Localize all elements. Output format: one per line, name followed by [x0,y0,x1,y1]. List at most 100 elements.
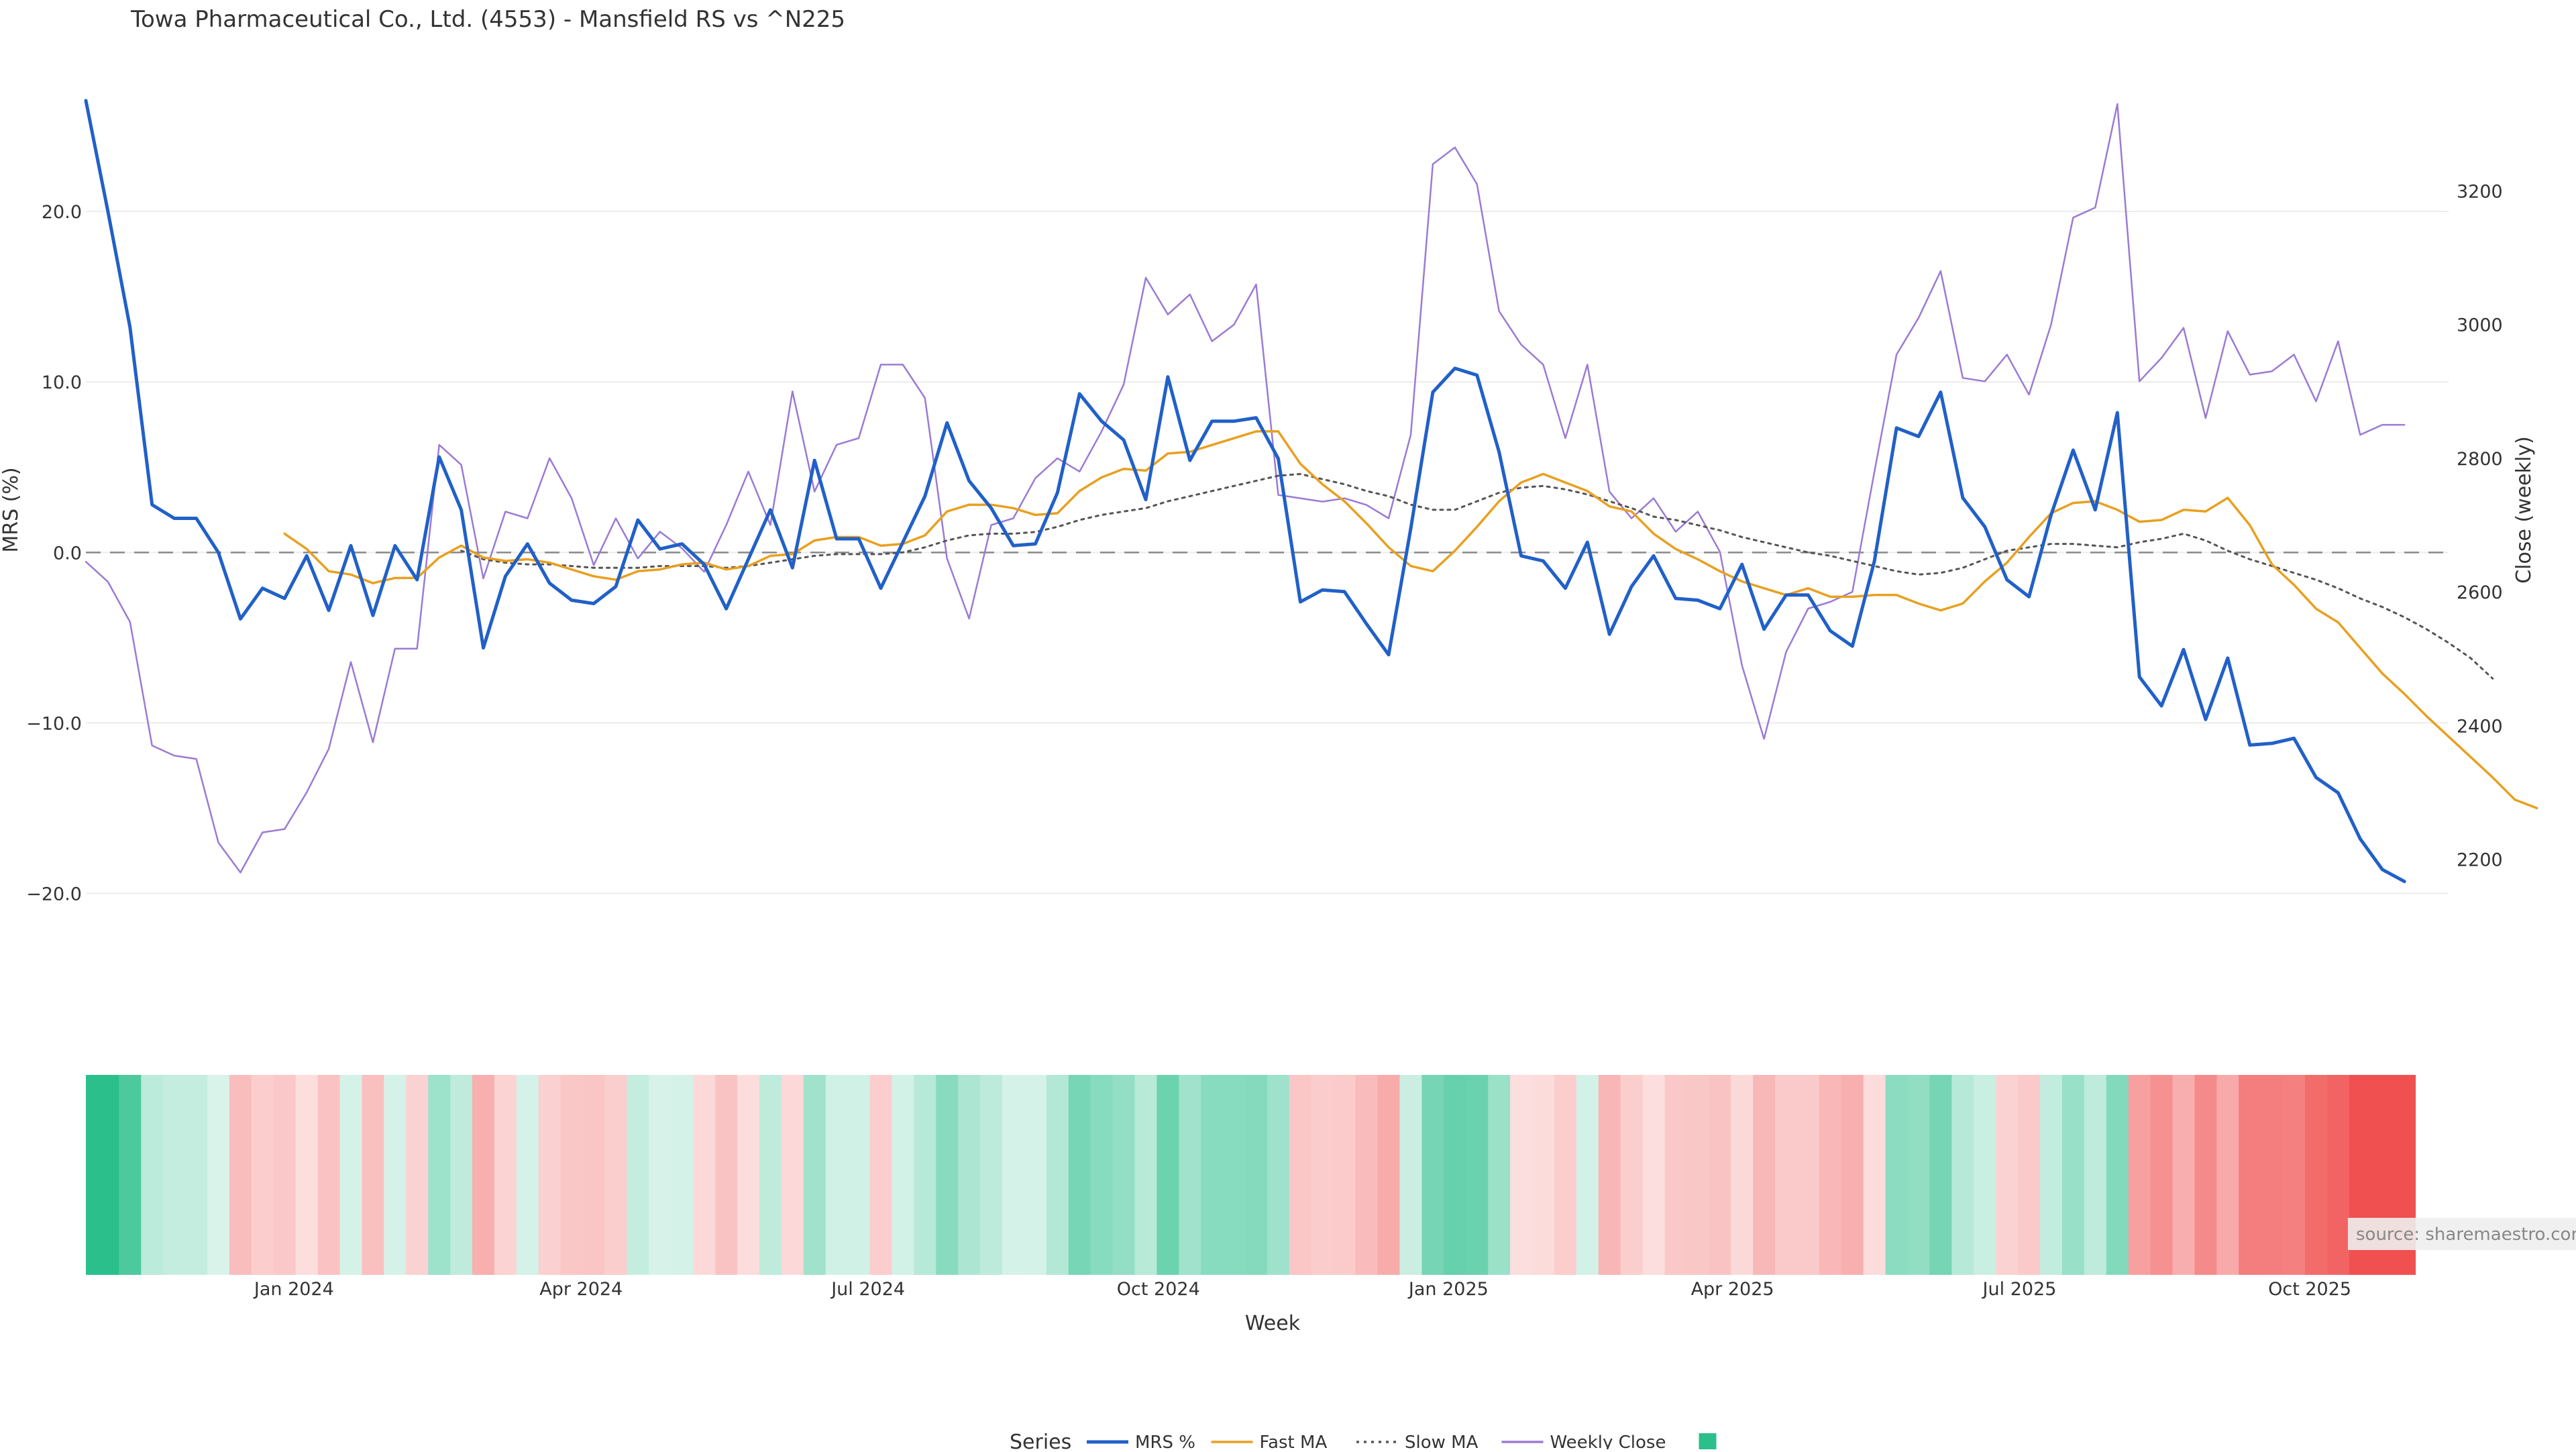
heatmap-cell [1090,1075,1114,1275]
heatmap-cell [847,1075,871,1275]
heatmap-cell [1532,1075,1555,1275]
heatmap-cell [1576,1075,1599,1275]
heatmap-cell [1951,1075,1974,1275]
heatmap-cell [869,1075,892,1275]
heatmap-cell [936,1075,959,1275]
heatmap-cell [2172,1075,2195,1275]
heatmap-cell [1642,1075,1665,1275]
heatmap-cell [362,1075,384,1275]
heatmap-cell [1775,1075,1798,1275]
heatmap-cell [2239,1075,2261,1275]
heatmap-cell [1046,1075,1069,1275]
heatmap-cell [1907,1075,1930,1275]
heatmap-cell [2084,1075,2107,1275]
heatmap-cell [582,1075,606,1275]
y-right-tick-label: 2800 [2457,449,2503,470]
heatmap-cell [119,1075,142,1275]
heatmap-cell [781,1075,804,1275]
series-line-slow-ma [460,472,2494,680]
heatmap-cell [1179,1075,1201,1275]
source-label: source: sharemaestro.com [2356,1225,2576,1245]
heatmap-cell [185,1075,208,1275]
heatmap-cell [1709,1075,1731,1275]
heatmap-cell [1466,1075,1489,1275]
heatmap-cell [1289,1075,1312,1275]
y-right-tick-label: 2200 [2457,849,2503,870]
legend-label: Weekly Close [1550,1433,1666,1449]
heatmap-cell [1421,1075,1444,1275]
legend-heatmap-swatch[interactable] [1699,1433,1717,1451]
heatmap-cell [1488,1075,1511,1275]
heatmap-cell [273,1075,297,1275]
y-left-tick-label: 10.0 [42,372,82,393]
x-tick-label: Oct 2024 [1117,1279,1200,1300]
heatmap-cell [1267,1075,1290,1275]
series-line-fast-ma [283,430,2538,810]
heatmap-cell [207,1075,230,1275]
heatmap-cell [825,1075,849,1275]
heatmap-cell [1885,1075,1909,1275]
heatmap-cell [472,1075,495,1275]
heatmap-cell [1598,1075,1621,1275]
heatmap-cell [2326,1075,2350,1275]
heatmap-cell [2216,1075,2239,1275]
heatmap-cell [1157,1075,1179,1275]
heatmap-cell [2194,1075,2217,1275]
heatmap-cell [759,1075,782,1275]
heatmap-cell [339,1075,362,1275]
heatmap-cell [560,1075,584,1275]
heatmap-cell [1863,1075,1886,1275]
y-right-tick-label: 2400 [2457,716,2503,737]
heatmap-cell [1974,1075,1996,1275]
heatmap-cell [1996,1075,2019,1275]
y-left-tick-label: 0.0 [53,543,82,564]
heatmap-cell [715,1075,738,1275]
heatmap-cell [1444,1075,1466,1275]
heatmap-cell [627,1075,649,1275]
legend-item[interactable]: Fast MA [1211,1433,1328,1452]
legend-item[interactable]: MRS % [1087,1433,1195,1452]
chart-title: Towa Pharmaceutical Co., Ltd. (4553) - M… [130,6,845,33]
heatmap-cell [516,1075,539,1275]
heatmap-cell [2150,1075,2174,1275]
x-tick-label: Jan 2024 [253,1279,334,1300]
heatmap-cell [1510,1075,1533,1275]
series-line-weekly-close [85,103,2406,874]
legend-item[interactable]: Slow MA [1356,1433,1479,1452]
y-right-tick-label: 3200 [2457,181,2503,202]
heatmap-cell [251,1075,274,1275]
heatmap-cell [693,1075,716,1275]
legend-title: Series [1010,1431,1071,1449]
heatmap-cell [295,1075,319,1275]
y-right-tick-label: 2600 [2457,582,2503,603]
heatmap-cell [2261,1075,2284,1275]
heatmap-cell [1686,1075,1709,1275]
y-right-axis-label: Close (weekly) [2512,436,2536,584]
heatmap-cell [317,1075,341,1275]
heatmap-cell [163,1075,186,1275]
legend-label: Fast MA [1260,1433,1328,1449]
heatmap-cell [494,1075,517,1275]
y-right-tick-label: 3000 [2457,315,2503,336]
heatmap-cell [914,1075,936,1275]
heatmap-cell [671,1075,694,1275]
heatmap-cell [406,1075,429,1275]
heatmap-cell [1377,1075,1400,1275]
heatmap-cell [803,1075,826,1275]
legend-item[interactable]: Weekly Close [1501,1433,1666,1452]
x-tick-label: Jul 2025 [1982,1279,2057,1300]
heatmap-cell [1841,1075,1864,1275]
heatmap-cell [428,1075,451,1275]
heatmap-cell [1399,1075,1422,1275]
heatmap-cell [1201,1075,1224,1275]
heatmap-cell [1796,1075,1820,1275]
heatmap-cell [2128,1075,2151,1275]
heatmap-cell [229,1075,252,1275]
heatmap-cell [538,1075,561,1275]
y-left-tick-label: 20.0 [42,202,82,223]
series-line-mrs [84,99,2406,884]
heatmap-cell [1002,1075,1025,1275]
heatmap-cell [1620,1075,1644,1275]
